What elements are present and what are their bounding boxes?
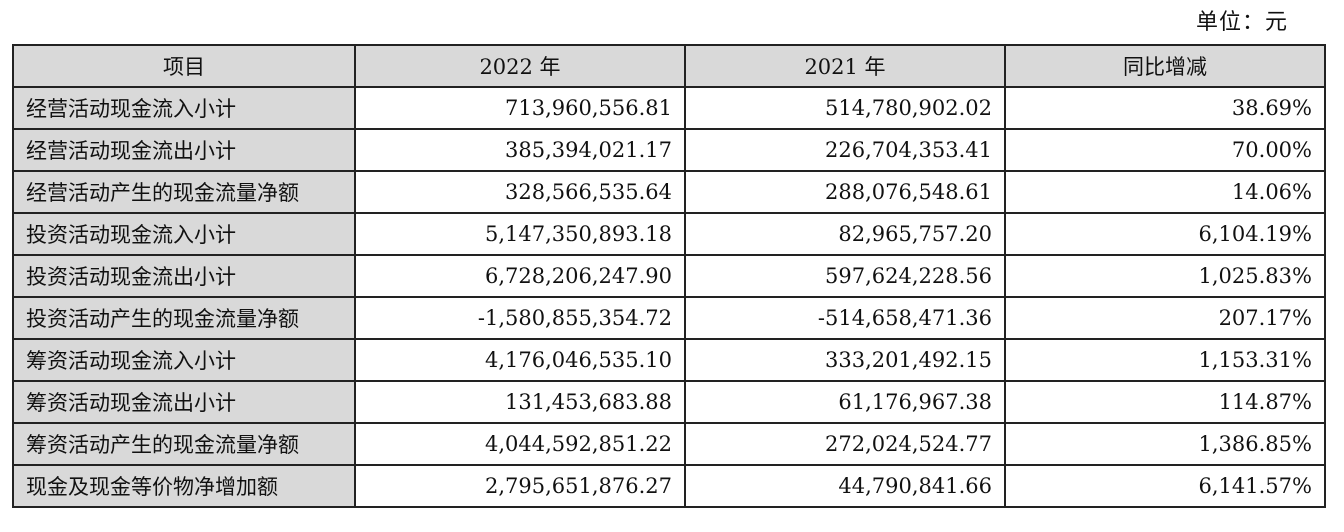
- row-2022: 5,147,350,893.18: [354, 212, 686, 256]
- row-2021: 44,790,841.66: [684, 464, 1006, 508]
- row-2022: -1,580,855,354.72: [354, 296, 686, 340]
- table-row: 经营活动现金流入小计 713,960,556.81 514,780,902.02…: [12, 86, 1326, 130]
- row-yoy: 207.17%: [1004, 296, 1326, 340]
- row-item: 经营活动产生的现金流量净额: [12, 170, 356, 214]
- table-row: 投资活动现金流入小计 5,147,350,893.18 82,965,757.2…: [12, 212, 1326, 256]
- header-2021: 2021 年: [684, 44, 1006, 88]
- row-item: 现金及现金等价物净增加额: [12, 464, 356, 508]
- row-2022: 4,044,592,851.22: [354, 422, 686, 466]
- row-2021: 514,780,902.02: [684, 86, 1006, 130]
- row-2021: 61,176,967.38: [684, 380, 1006, 424]
- row-2021: 82,965,757.20: [684, 212, 1006, 256]
- table-row: 经营活动产生的现金流量净额 328,566,535.64 288,076,548…: [12, 170, 1326, 214]
- row-2022: 2,795,651,876.27: [354, 464, 686, 508]
- row-yoy: 1,025.83%: [1004, 254, 1326, 298]
- unit-label: 单位：元: [1195, 10, 1288, 35]
- header-yoy: 同比增减: [1004, 44, 1326, 88]
- table-row: 现金及现金等价物净增加额 2,795,651,876.27 44,790,841…: [12, 464, 1326, 508]
- row-yoy: 14.06%: [1004, 170, 1326, 214]
- row-yoy: 70.00%: [1004, 128, 1326, 172]
- row-yoy: 38.69%: [1004, 86, 1326, 130]
- row-item: 经营活动现金流入小计: [12, 86, 356, 130]
- row-2021: -514,658,471.36: [684, 296, 1006, 340]
- row-yoy: 1,386.85%: [1004, 422, 1326, 466]
- row-2021: 597,624,228.56: [684, 254, 1006, 298]
- row-item: 筹资活动产生的现金流量净额: [12, 422, 356, 466]
- cash-flow-table: 项目 2022 年 2021 年 同比增减 经营活动现金流入小计 713,960…: [12, 44, 1326, 508]
- table-row: 筹资活动现金流出小计 131,453,683.88 61,176,967.38 …: [12, 380, 1326, 424]
- table-row: 筹资活动现金流入小计 4,176,046,535.10 333,201,492.…: [12, 338, 1326, 382]
- row-2022: 6,728,206,247.90: [354, 254, 686, 298]
- table-row: 经营活动现金流出小计 385,394,021.17 226,704,353.41…: [12, 128, 1326, 172]
- header-2022: 2022 年: [354, 44, 686, 88]
- table-row: 筹资活动产生的现金流量净额 4,044,592,851.22 272,024,5…: [12, 422, 1326, 466]
- row-yoy: 114.87%: [1004, 380, 1326, 424]
- row-yoy: 6,104.19%: [1004, 212, 1326, 256]
- row-item: 筹资活动现金流入小计: [12, 338, 356, 382]
- row-item: 投资活动产生的现金流量净额: [12, 296, 356, 340]
- row-yoy: 6,141.57%: [1004, 464, 1326, 508]
- row-2022: 131,453,683.88: [354, 380, 686, 424]
- row-2022: 328,566,535.64: [354, 170, 686, 214]
- table-row: 投资活动产生的现金流量净额 -1,580,855,354.72 -514,658…: [12, 296, 1326, 340]
- row-item: 投资活动现金流入小计: [12, 212, 356, 256]
- row-item: 筹资活动现金流出小计: [12, 380, 356, 424]
- row-item: 投资活动现金流出小计: [12, 254, 356, 298]
- table-row: 投资活动现金流出小计 6,728,206,247.90 597,624,228.…: [12, 254, 1326, 298]
- row-2021: 226,704,353.41: [684, 128, 1006, 172]
- row-2021: 333,201,492.15: [684, 338, 1006, 382]
- row-2021: 288,076,548.61: [684, 170, 1006, 214]
- row-2021: 272,024,524.77: [684, 422, 1006, 466]
- header-row: 项目 2022 年 2021 年 同比增减: [12, 44, 1326, 88]
- row-2022: 713,960,556.81: [354, 86, 686, 130]
- row-yoy: 1,153.31%: [1004, 338, 1326, 382]
- row-2022: 4,176,046,535.10: [354, 338, 686, 382]
- row-2022: 385,394,021.17: [354, 128, 686, 172]
- row-item: 经营活动现金流出小计: [12, 128, 356, 172]
- header-item: 项目: [12, 44, 356, 88]
